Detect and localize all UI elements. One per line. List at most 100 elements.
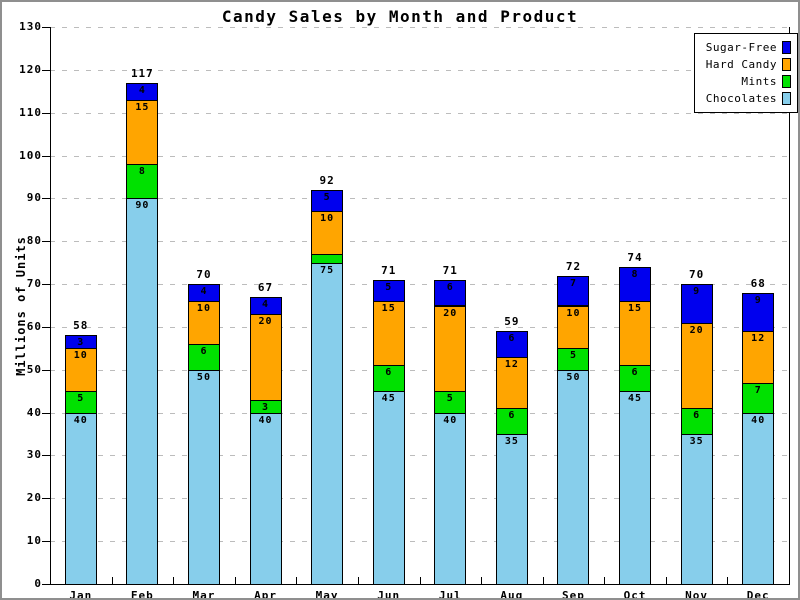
- segment-value-label: 8: [138, 166, 146, 178]
- y-tick-label: 70: [26, 277, 42, 291]
- segment-value-label: 7: [569, 277, 577, 289]
- bar-segment-hard-candy-apr: 20: [249, 314, 282, 401]
- bar-segment-hard-candy-jul: 20: [434, 305, 467, 393]
- bar-segment-sugar-free-apr: 4: [249, 296, 282, 316]
- bar-segment-mints-jun: 6: [372, 365, 405, 393]
- segment-value-label: 4: [138, 84, 146, 96]
- segment-value-label: 5: [77, 393, 85, 405]
- bar-segment-mints-jan: 5: [64, 391, 97, 414]
- bar-total-label: 59: [504, 315, 520, 329]
- x-axis-tick: [111, 577, 113, 584]
- bar-segment-chocolates-dec: 40: [742, 412, 775, 585]
- bar-total-label: 71: [381, 263, 397, 277]
- x-tick-label: Jan: [69, 589, 93, 600]
- y-axis-tick: [42, 241, 50, 243]
- segment-value-label: 45: [381, 393, 396, 405]
- y-tick-label: 50: [26, 362, 42, 376]
- segment-value-label: 3: [77, 337, 85, 349]
- x-tick-label: Sep: [562, 589, 585, 600]
- segment-value-label: 3: [262, 401, 270, 413]
- segment-value-label: 15: [135, 101, 150, 113]
- segment-value-label: 40: [751, 414, 766, 426]
- plot-right-border: [789, 27, 790, 585]
- segment-value-label: 10: [196, 303, 211, 315]
- y-tick-label: 40: [26, 405, 42, 419]
- segment-value-label: 6: [385, 367, 393, 379]
- x-tick-label: May: [315, 589, 339, 600]
- segment-value-label: 15: [381, 303, 396, 315]
- x-axis-tick: [542, 577, 544, 584]
- x-axis-tick: [296, 577, 298, 584]
- y-axis-tick: [42, 198, 50, 200]
- bar-segment-hard-candy-may: 10: [311, 211, 344, 256]
- bar-segment-sugar-free-oct: 8: [619, 266, 652, 303]
- bar-segment-sugar-free-nov: 9: [680, 284, 713, 324]
- y-tick-label: 120: [19, 62, 42, 76]
- segment-value-label: 9: [693, 286, 701, 298]
- segment-value-label: 10: [320, 213, 335, 225]
- bar-segment-chocolates-sep: 50: [557, 369, 590, 585]
- legend-item: Sugar-Free: [699, 39, 791, 56]
- x-axis-tick: [419, 577, 421, 584]
- y-axis-tick: [42, 27, 50, 28]
- legend-item: Hard Candy: [699, 56, 791, 73]
- segment-value-label: 75: [320, 264, 335, 276]
- bar-segment-mints-apr: 3: [249, 399, 282, 414]
- y-axis-line: [50, 27, 51, 585]
- legend-item: Mints: [699, 73, 791, 90]
- segment-value-label: 40: [443, 414, 458, 426]
- bar-total-label: 71: [442, 263, 458, 277]
- legend-label: Chocolates: [705, 92, 777, 105]
- x-axis-line: [50, 584, 790, 585]
- segment-value-label: 5: [385, 281, 393, 293]
- bar-total-label: 68: [750, 276, 766, 290]
- y-axis-tick: [42, 155, 50, 157]
- segment-value-label: 6: [200, 346, 208, 358]
- segment-value-label: 6: [446, 281, 454, 293]
- gridline: [50, 155, 789, 157]
- segment-value-label: 6: [631, 367, 639, 379]
- x-axis-tick: [173, 577, 175, 584]
- bar-segment-mints-dec: 7: [742, 382, 775, 414]
- bar-segment-hard-candy-oct: 15: [619, 301, 652, 367]
- y-axis-tick: [42, 455, 50, 457]
- y-axis-tick: [42, 69, 50, 71]
- gridline: [50, 112, 789, 114]
- legend-swatch: [782, 75, 791, 88]
- segment-value-label: 5: [446, 393, 454, 405]
- bar-total-label: 70: [689, 268, 705, 282]
- gridline: [50, 455, 789, 457]
- bar-segment-hard-candy-nov: 20: [680, 322, 713, 410]
- bar-segment-sugar-free-feb: 4: [126, 82, 159, 101]
- bar-segment-mints-feb: 8: [126, 164, 159, 200]
- y-tick-label: 90: [26, 191, 42, 205]
- legend-item: Chocolates: [699, 90, 791, 107]
- bar-segment-mints-jul: 5: [434, 391, 467, 414]
- x-tick-label: Jul: [438, 589, 462, 600]
- bar-segment-hard-candy-mar: 10: [187, 301, 220, 346]
- gridline: [50, 241, 789, 243]
- segment-value-label: 45: [628, 393, 643, 405]
- segment-value-label: 50: [196, 371, 211, 383]
- bar-total-label: 92: [319, 173, 335, 187]
- y-tick-label: 20: [26, 491, 42, 505]
- x-tick-label: Nov: [685, 589, 709, 600]
- bar-segment-chocolates-jun: 45: [372, 391, 405, 585]
- x-tick-label: Jun: [377, 589, 401, 600]
- x-tick-label: Apr: [254, 589, 277, 600]
- gridline: [50, 412, 789, 414]
- segment-value-label: 10: [73, 350, 88, 362]
- bar-total-label: 67: [257, 280, 274, 294]
- gridline: [50, 198, 789, 200]
- y-axis-tick: [42, 326, 50, 328]
- gridline: [50, 284, 789, 286]
- segment-value-label: 5: [569, 350, 577, 362]
- bar-segment-chocolates-jul: 40: [434, 412, 467, 585]
- gridline: [50, 27, 789, 28]
- y-axis-tick: [42, 112, 50, 114]
- bar-segment-hard-candy-sep: 10: [557, 305, 590, 350]
- bar-segment-sugar-free-sep: 7: [557, 275, 590, 307]
- y-axis-tick: [42, 369, 50, 371]
- legend-swatch: [782, 41, 791, 54]
- bar-segment-chocolates-feb: 90: [126, 198, 159, 585]
